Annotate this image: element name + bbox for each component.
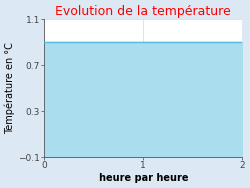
Y-axis label: Température en °C: Température en °C <box>5 42 15 134</box>
X-axis label: heure par heure: heure par heure <box>98 173 188 183</box>
Title: Evolution de la température: Evolution de la température <box>56 5 231 18</box>
